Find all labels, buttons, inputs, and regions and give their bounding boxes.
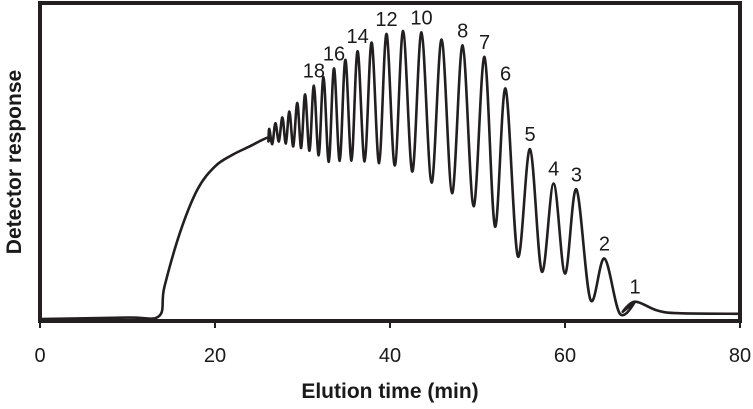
y-axis-title: Detector response <box>3 70 26 254</box>
x-axis-title: Elution time (min) <box>301 380 478 403</box>
peak-label-6: 6 <box>500 64 511 86</box>
peak-label-1: 1 <box>629 277 640 299</box>
peak-label-16: 16 <box>323 43 345 65</box>
plot-frame <box>38 1 742 323</box>
x-tick-label: 60 <box>554 345 576 367</box>
peak-label-5: 5 <box>524 124 535 146</box>
peak-label-8: 8 <box>457 20 468 42</box>
peak-label-12: 12 <box>375 9 397 31</box>
peak-label-14: 14 <box>347 26 369 48</box>
peak-label-18: 18 <box>303 61 325 83</box>
x-tick-label: 40 <box>379 345 401 367</box>
x-tick-label: 0 <box>34 345 45 367</box>
x-tick-label: 80 <box>729 345 751 367</box>
peak-label-2: 2 <box>599 234 610 256</box>
peak-label-4: 4 <box>548 159 559 181</box>
x-tick-label: 20 <box>204 345 226 367</box>
peak-label-7: 7 <box>479 32 490 54</box>
x-axis-ticks: 0 20 40 60 80 <box>34 321 751 367</box>
chromatogram-trace <box>39 29 741 321</box>
peak-label-10: 10 <box>410 7 432 29</box>
peak-label-3: 3 <box>571 164 582 186</box>
